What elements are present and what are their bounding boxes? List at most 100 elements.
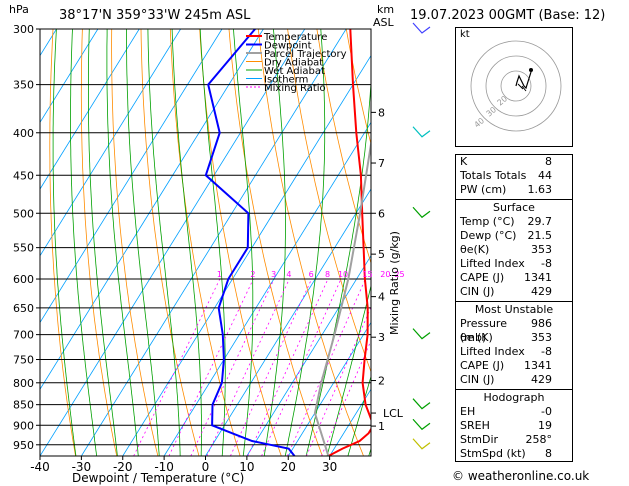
mixing-ratio-line [247, 278, 329, 456]
dry-adiabat-line [199, 29, 282, 456]
wet-adiabat-line [88, 29, 118, 456]
dry-adiabat-line [49, 29, 76, 456]
pressure-tick-label: 450 [13, 169, 34, 182]
isotherm-line [287, 321, 371, 456]
mixing-ratio-label: 10 [338, 270, 348, 279]
credit-label: © weatheronline.co.uk [452, 469, 590, 483]
hodograph-plot: 20 30 40 [470, 40, 562, 132]
temperature-tick-label: 30 [322, 460, 337, 474]
hodograph-unit-label: kt [460, 29, 470, 40]
surface-index-row: θe(K) 353 [460, 243, 552, 256]
wind-barb [412, 206, 431, 219]
pressure-tick-label: 400 [13, 127, 34, 140]
legend-label: Dry Adiabat [264, 58, 323, 69]
dry-adiabat-line [140, 29, 200, 456]
temperature-tick-label: -10 [154, 460, 174, 474]
mixing-ratio-label: 1 [217, 270, 222, 279]
temperature-tick-label: -40 [30, 460, 50, 474]
wind-barb [412, 22, 431, 34]
mixing-ratio-line [261, 278, 342, 456]
isotherm-line [40, 29, 264, 391]
parcel-trajectory-line [313, 137, 371, 456]
pressure-tick-label: 700 [13, 329, 34, 342]
dewpoint-line [204, 29, 296, 456]
legend-label: Temperature [263, 32, 327, 43]
mixing-ratio-label: 8 [325, 270, 330, 279]
x-axis-title: Dewpoint / Temperature (°C) [72, 471, 244, 485]
dry-adiabat-line [316, 29, 371, 265]
wet-adiabat-line [126, 29, 160, 456]
isotherm-line [122, 54, 371, 456]
mixing-ratio-line [168, 278, 254, 456]
wet-adiabat-line [326, 284, 371, 456]
wet-adiabat-line [147, 29, 181, 456]
isotherm-line [205, 188, 371, 456]
hodograph-title: Hodograph [483, 391, 545, 404]
height-tick-label: 7 [378, 157, 385, 170]
pressure-tick-label: 650 [13, 302, 34, 315]
isotherm-line [163, 121, 371, 456]
isotherm-line [81, 29, 347, 456]
hodo-ring-label: 20 [496, 94, 510, 107]
wet-adiabat-line [106, 29, 139, 456]
most-unstable-index-row: CIN (J) 429 [460, 373, 552, 386]
wet-adiabat-line [52, 29, 77, 456]
index-row-totals: Totals Totals 44 [460, 169, 552, 182]
index-row-pw: PW (cm) 1.63 [460, 183, 552, 196]
temperature-tick-label: 10 [239, 460, 254, 474]
height-tick-label: LCL [383, 407, 404, 420]
dry-adiabat-line [610, 29, 629, 456]
wind-barb [412, 418, 431, 431]
pressure-tick-label: 350 [13, 79, 34, 92]
pressure-tick-label: 500 [13, 207, 34, 220]
legend-label: Wet Adiabat [264, 66, 325, 77]
legend-label: Dewpoint [264, 41, 312, 52]
most-unstable-index-row: Lifted Index -8 [460, 345, 552, 358]
hodograph-panel: kt 20 30 40 [455, 27, 573, 147]
wet-adiabat-line [233, 29, 254, 456]
pressure-tick-label: 750 [13, 354, 34, 367]
km-unit-label: km [377, 3, 394, 16]
temperature-line [327, 29, 371, 456]
hodograph-section: Hodograph EH -0 SREH 19 StmDir 258° StmSpd (kt… [456, 389, 572, 461]
pressure-tick-label: 950 [13, 439, 34, 452]
isotherm-line [40, 29, 306, 456]
wind-barb [412, 126, 431, 138]
wind-barb [412, 438, 431, 450]
most-unstable-index-row: θe (K) 353 [460, 331, 552, 344]
dry-adiabat-line [581, 29, 629, 456]
temperature-tick-label: -30 [72, 460, 92, 474]
height-tick-label: 4 [378, 291, 385, 304]
asl-unit-label: ASL [373, 16, 395, 29]
dry-adiabat-line [228, 29, 323, 456]
hpa-unit-label: hPa [9, 3, 29, 16]
mixing-ratio-line [230, 278, 312, 456]
mixing-ratio-line [321, 339, 371, 456]
pressure-tick-label: 300 [13, 23, 34, 36]
isotherm-line [40, 29, 223, 324]
temperature-tick-label: 20 [281, 460, 296, 474]
mixing-ratio-line [133, 278, 221, 456]
height-tick-label: 1 [378, 420, 385, 433]
temperature-tick-label: 0 [202, 460, 210, 474]
wet-adiabat-line [199, 29, 226, 456]
surface-index-row: CAPE (J) 1341 [460, 271, 552, 284]
mixing-ratio-label: 6 [309, 270, 314, 279]
hodograph-index-row: StmSpd (kt) 8 [460, 447, 552, 460]
mixing-ratio-label: 20 [380, 270, 390, 279]
mixing-ratio-label: 25 [394, 270, 404, 279]
height-tick-label: 5 [378, 248, 385, 261]
height-tick-label: 2 [378, 375, 385, 388]
wet-adiabat-line [305, 74, 371, 456]
dry-adiabat-line [257, 29, 364, 456]
surface-index-row: Dewp (°C) 21.5 [460, 229, 552, 242]
datetime-label: 19.07.2023 00GMT (Base: 12) [410, 8, 606, 23]
legend-label: Mixing Ratio [264, 83, 326, 94]
surface-index-row: Temp (°C) 29.7 [460, 215, 552, 228]
hodo-ring-label: 30 [485, 105, 499, 118]
mixing-ratio-axis-title: Mixing Ratio (g/kg) [388, 231, 401, 335]
legend-label: Isotherm [264, 75, 308, 86]
mixing-ratio-label: 15 [362, 270, 372, 279]
